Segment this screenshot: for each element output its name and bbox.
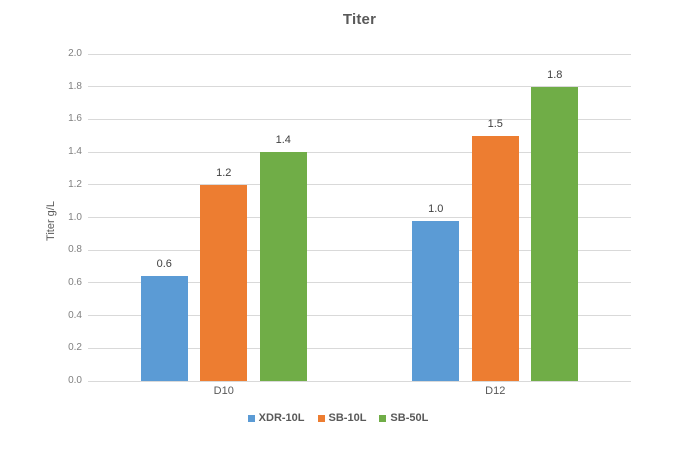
legend-swatch-sb-50l-icon	[379, 414, 387, 422]
bar-sb-50l-d12[interactable]	[531, 86, 579, 381]
gridline-1.4	[88, 151, 631, 153]
gridline-1.8	[88, 86, 631, 88]
bar-sb-10l-d12[interactable]	[471, 135, 519, 381]
legend-swatch-sb-10l-icon	[317, 414, 325, 422]
gridline-1.0	[88, 217, 631, 218]
legend-item-sb-10l[interactable]: SB-10L	[317, 412, 367, 424]
data-label-sb-50l-d12: 1.8	[547, 68, 563, 81]
y-tick-label-2.0: 2.0	[68, 48, 82, 59]
gridline-0.2	[88, 347, 631, 349]
legend-label-sb-50l: SB-50L	[390, 412, 429, 424]
gridline-2.0	[88, 53, 631, 55]
gridline-1.6	[88, 118, 631, 120]
data-label-sb-10l-d12: 1.5	[487, 117, 503, 130]
y-tick-label-1.6: 1.6	[68, 113, 82, 125]
y-tick-label-0.2: 0.2	[68, 342, 82, 354]
legend-label-sb-10l: SB-10L	[328, 412, 367, 424]
gridline-0.4	[88, 315, 631, 317]
data-label-xdr-10l-d12: 1.0	[428, 202, 444, 215]
bar-xdr-10l-d12[interactable]	[412, 220, 460, 381]
y-tick-label-1.8: 1.8	[68, 80, 82, 92]
legend-label-xdr-10l: XDR-10L	[258, 412, 305, 424]
data-label-sb-50l-d10: 1.4	[275, 134, 291, 147]
legend-item-sb-50l[interactable]: SB-50L	[379, 412, 428, 424]
y-tick-label-1.0: 1.0	[68, 211, 82, 223]
legend-swatch-xdr-10l-icon	[247, 414, 255, 422]
gridline-0.0	[88, 380, 631, 382]
bar-sb-50l-d10[interactable]	[259, 152, 307, 381]
y-tick-label-0.6: 0.6	[68, 276, 82, 288]
y-tick-label-0.8: 0.8	[68, 244, 82, 256]
x-category-label-d10: D10	[213, 385, 234, 397]
legend: XDR-10L SB-10L SB-50L	[0, 412, 676, 424]
y-tick-label-0.0: 0.0	[68, 375, 82, 386]
gridline-0.6	[88, 282, 631, 284]
y-tick-label-1.2: 1.2	[68, 178, 82, 190]
data-label-xdr-10l-d10: 0.6	[156, 258, 172, 271]
gridline-0.8	[88, 249, 631, 251]
gridline-1.2	[88, 184, 631, 186]
legend-item-xdr-10l[interactable]: XDR-10L	[247, 412, 305, 424]
bar-xdr-10l-d10[interactable]	[140, 276, 188, 381]
chart-title: Titer	[342, 11, 377, 28]
y-tick-label-1.4: 1.4	[68, 146, 82, 158]
bar-sb-10l-d10[interactable]	[200, 184, 248, 381]
y-tick-label-0.4: 0.4	[68, 309, 82, 321]
data-label-sb-10l-d10: 1.2	[216, 166, 232, 179]
plot-area	[88, 53, 631, 382]
x-category-label-d12: D12	[485, 385, 506, 397]
